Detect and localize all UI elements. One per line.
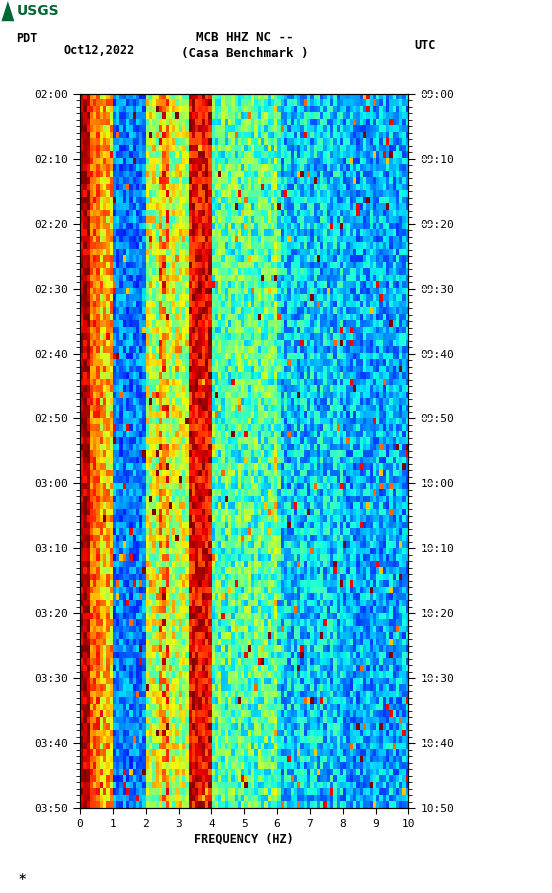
Text: USGS: USGS xyxy=(17,4,59,18)
Polygon shape xyxy=(2,1,14,21)
X-axis label: FREQUENCY (HZ): FREQUENCY (HZ) xyxy=(194,833,294,846)
Text: (Casa Benchmark ): (Casa Benchmark ) xyxy=(181,47,308,60)
Text: UTC: UTC xyxy=(414,39,436,52)
Text: PDT: PDT xyxy=(17,32,38,45)
Text: $\ast$: $\ast$ xyxy=(17,872,26,882)
Text: MCB HHZ NC --: MCB HHZ NC -- xyxy=(195,31,293,44)
Text: Oct12,2022: Oct12,2022 xyxy=(63,44,135,56)
